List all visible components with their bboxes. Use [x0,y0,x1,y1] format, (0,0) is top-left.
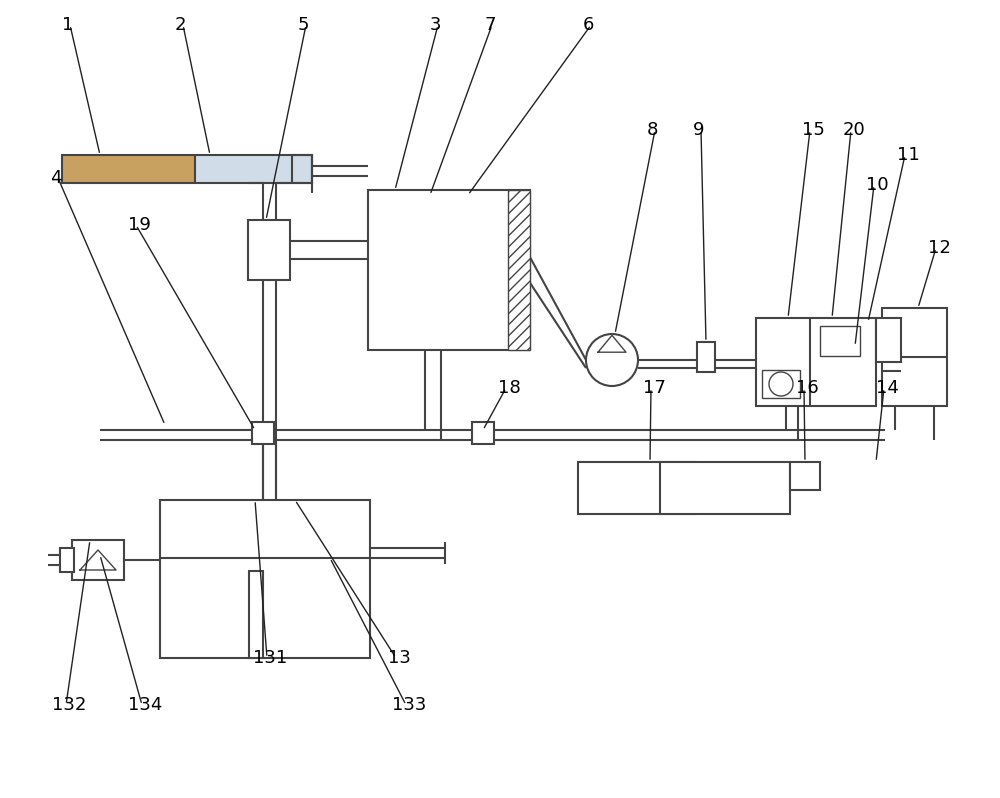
Bar [697,342,715,372]
Text: 5: 5 [298,16,310,34]
Text: 7: 7 [484,16,496,34]
Bar [762,370,800,398]
Text: 13: 13 [388,649,411,667]
Circle shape [586,334,638,386]
Text: 17: 17 [643,379,666,397]
Text: 132: 132 [52,696,86,714]
Bar [160,500,370,658]
Text: 12: 12 [928,239,951,257]
Text: 4: 4 [50,169,62,187]
Bar [62,155,195,183]
Polygon shape [80,550,116,570]
Bar [72,540,124,580]
Bar [756,318,876,406]
Text: 11: 11 [897,146,920,164]
Text: 19: 19 [128,216,151,234]
Bar [62,155,312,183]
Circle shape [769,372,793,396]
Text: 133: 133 [392,696,426,714]
Bar [472,422,494,444]
Text: 9: 9 [693,121,704,139]
Bar [248,220,290,280]
Text: 14: 14 [876,379,899,397]
Text: 10: 10 [866,176,889,194]
Bar [820,326,860,356]
Bar [876,318,901,362]
Text: 8: 8 [647,121,658,139]
Text: 6: 6 [583,16,594,34]
Bar [249,571,263,658]
Text: 18: 18 [498,379,521,397]
Bar [252,422,274,444]
Bar [292,155,312,183]
Bar [578,462,696,514]
Text: 16: 16 [796,379,819,397]
Text: 3: 3 [430,16,442,34]
Bar [660,462,790,514]
Bar [195,155,312,183]
Text: 1: 1 [62,16,73,34]
Bar [60,548,74,572]
Text: 131: 131 [253,649,287,667]
Bar [790,462,820,490]
Bar [882,308,947,406]
Bar [368,190,530,350]
Bar [508,190,530,350]
Polygon shape [598,335,626,352]
Text: 15: 15 [802,121,825,139]
Text: 20: 20 [843,121,866,139]
Text: 2: 2 [175,16,186,34]
Text: 134: 134 [128,696,162,714]
